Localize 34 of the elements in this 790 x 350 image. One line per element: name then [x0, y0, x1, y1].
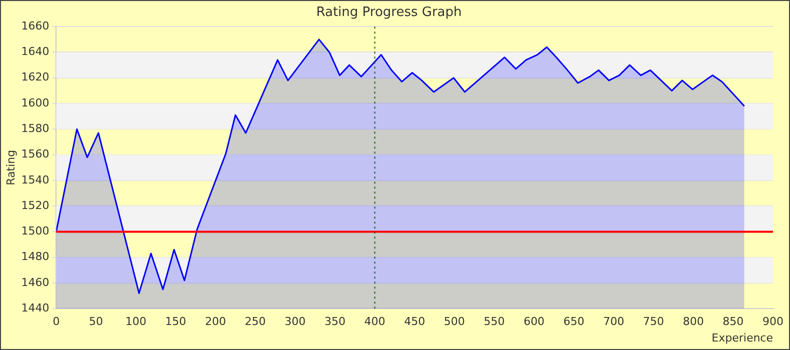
y-tick-label: 1620: [21, 70, 50, 84]
y-tick-label: 1600: [21, 96, 50, 110]
x-tick-label: 800: [682, 315, 704, 328]
x-axis-title: Experience: [712, 331, 774, 344]
x-tick-label: 150: [165, 315, 186, 328]
y-tick-label: 1520: [21, 198, 50, 212]
x-tick-label: 900: [762, 315, 784, 328]
x-tick-label: 400: [364, 315, 386, 328]
x-tick-label: 250: [244, 315, 266, 328]
x-tick-label: 500: [444, 315, 465, 328]
x-tick-label: 100: [125, 315, 146, 328]
x-tick-label: 550: [484, 315, 505, 328]
y-tick-label: 1500: [21, 224, 50, 238]
x-tick-label: 600: [524, 315, 545, 328]
y-tick-label: 1560: [21, 148, 50, 161]
x-tick-label: 0: [52, 315, 60, 328]
y-axis-title: Rating: [4, 150, 18, 186]
x-tick-label: 650: [563, 315, 584, 328]
x-tick-label: 450: [404, 315, 426, 328]
x-tick-label: 750: [643, 315, 664, 328]
x-tick-label: 850: [722, 315, 744, 328]
x-tick-label: 300: [284, 315, 306, 328]
x-tick-label: 700: [603, 315, 624, 328]
y-tick-label: 1460: [21, 276, 50, 289]
y-tick-label: 1540: [21, 173, 50, 186]
y-tick-label: 1580: [21, 122, 50, 136]
x-tick-label: 50: [89, 315, 104, 328]
chart-title: Rating Progress Graph: [316, 5, 462, 20]
x-tick-label: 200: [204, 315, 226, 328]
x-tick-label: 350: [324, 315, 346, 328]
y-tick-label: 1640: [21, 45, 50, 58]
y-tick-label: 1480: [21, 250, 50, 264]
y-tick-label: 1440: [21, 301, 50, 314]
y-tick-label: 1660: [21, 19, 50, 32]
